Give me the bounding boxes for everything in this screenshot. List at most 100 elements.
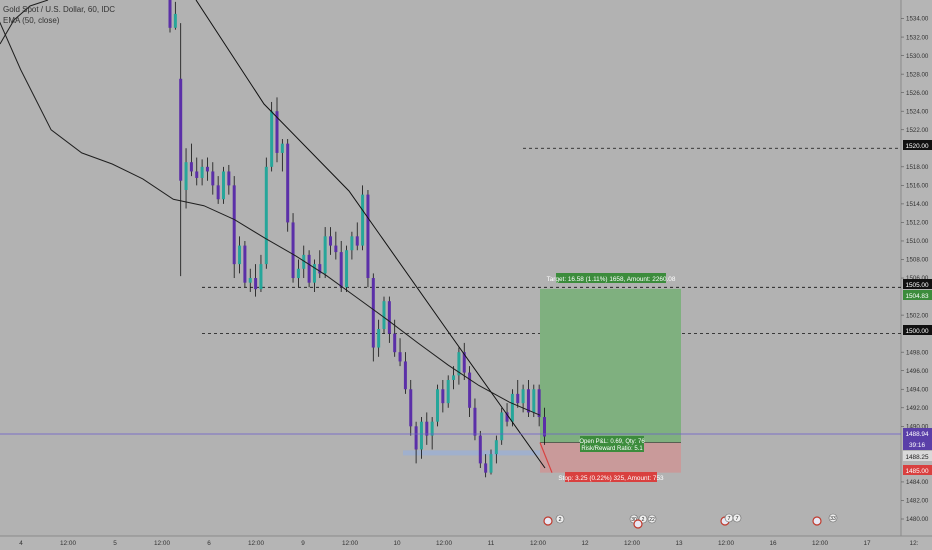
candle-body[interactable] [516,393,520,404]
trend-polyline[interactable] [195,0,546,469]
time-axis[interactable] [0,536,932,550]
candle-body[interactable] [334,245,338,253]
candle-body[interactable] [425,421,429,436]
candle-body[interactable] [537,389,541,418]
chart-legend[interactable]: Gold Spot / U.S. Dollar, 60, IDC EMA (50… [3,4,115,26]
candle-body[interactable] [436,389,439,422]
candle-body[interactable] [462,352,466,373]
event-group-4[interactable]: 33 [812,513,838,526]
candle-body[interactable] [473,407,477,436]
candle-body[interactable] [441,389,445,404]
symbol-title[interactable]: Gold Spot / U.S. Dollar, 60, IDC [3,5,116,14]
candle-body[interactable] [200,166,204,178]
candle-body[interactable] [307,254,311,283]
candle-body[interactable] [521,389,525,404]
stop-label[interactable]: Stop: 3.25 (0.22%) 325, Amount: 753 [558,472,664,482]
candle-body[interactable] [355,236,359,246]
candle-body[interactable] [195,171,199,178]
candle-body[interactable] [398,352,402,362]
event-group-3[interactable]: 7 7 [720,513,742,526]
candle-body[interactable] [280,143,284,153]
target-zone[interactable] [540,288,681,443]
candle-body[interactable] [339,252,343,288]
candle-body[interactable] [478,435,482,464]
price-tag-1505[interactable]: 1505.00 [903,279,932,289]
indicator-label[interactable]: EMA (50, close) [3,16,60,25]
candle-body[interactable] [387,301,391,334]
ema-line[interactable] [0,0,541,416]
candle-body[interactable] [254,278,258,290]
price-tag-last[interactable]: 1488.94 39:16 [903,428,932,450]
candle-body[interactable] [216,185,220,200]
candle-body[interactable] [168,0,172,28]
candle-body[interactable] [494,440,498,455]
candle-body[interactable] [222,171,225,200]
candle-body[interactable] [371,278,375,348]
candle-body[interactable] [323,236,327,274]
candle-body[interactable] [205,166,209,172]
candle-body[interactable] [318,264,322,274]
candle-body[interactable] [500,412,504,441]
candle-body[interactable] [243,245,247,283]
candle-body[interactable] [543,417,546,437]
target-label[interactable]: Target: 16.58 (1.11%) 1658, Amount: 2260… [547,273,676,283]
price-tag-1520[interactable]: 1520.00 [903,140,932,150]
pnl-label[interactable]: Open P&L: 0.69, Qty: 76 Risk/Reward Rati… [579,436,645,452]
support-band[interactable] [403,450,540,456]
candle-body[interactable] [302,254,306,269]
candle-body[interactable] [430,421,434,436]
candle-body[interactable] [211,171,215,186]
candle-body[interactable] [179,78,183,181]
ema-polyline[interactable] [0,0,541,416]
candle-body[interactable] [414,426,418,450]
candle-body[interactable] [329,236,332,246]
candle-body[interactable] [484,463,488,473]
candle-body[interactable] [248,278,252,283]
candle-body[interactable] [377,329,381,348]
candle-body[interactable] [264,166,268,265]
candle-body[interactable] [296,268,300,279]
candle-body[interactable] [366,194,370,279]
candle-body[interactable] [227,171,231,186]
candle-body[interactable] [526,389,530,413]
price-tag-stop[interactable]: 1485.00 [903,465,932,475]
candle-body[interactable] [350,236,354,251]
candle-body[interactable] [189,162,193,172]
candle-body[interactable] [452,375,456,380]
candle-body[interactable] [489,454,493,473]
trend-line[interactable] [195,0,546,469]
candle-body[interactable] [457,352,461,376]
candle-body[interactable] [419,421,423,450]
candle-body[interactable] [270,111,274,167]
candle-body[interactable] [259,264,263,290]
candle-body[interactable] [238,245,242,265]
candle-body[interactable] [468,372,472,408]
candle-body[interactable] [446,379,450,404]
candle-body[interactable] [403,361,407,390]
candle-body[interactable] [275,111,279,153]
candle-body[interactable] [532,389,536,413]
candle-body[interactable] [345,250,349,288]
candle-body[interactable] [291,222,295,279]
candle-body[interactable] [505,412,509,422]
candle-body[interactable] [361,194,365,246]
candle-body[interactable] [409,389,413,427]
candle-body[interactable] [173,13,177,28]
price-tag-1500[interactable]: 1500.00 [903,325,932,335]
price-tag-entry[interactable]: 1488.25 [903,451,932,461]
candle-body[interactable] [286,143,290,223]
price-tick-label: 1508.00 [906,257,929,264]
time-tick-label: 13 [675,540,683,547]
candle-body[interactable] [184,162,188,190]
candle-body[interactable] [393,333,397,353]
candle-body[interactable] [382,301,386,330]
long-position-tool[interactable] [403,288,681,473]
event-group-2[interactable]: 30 2 22 [629,514,657,529]
price-tag-target[interactable]: 1504.83 [903,290,932,300]
event-group-1[interactable]: 2 [543,514,565,526]
candles[interactable] [168,0,547,478]
candle-body[interactable] [510,393,514,422]
candle-body[interactable] [232,185,236,265]
candle-body[interactable] [312,264,316,283]
